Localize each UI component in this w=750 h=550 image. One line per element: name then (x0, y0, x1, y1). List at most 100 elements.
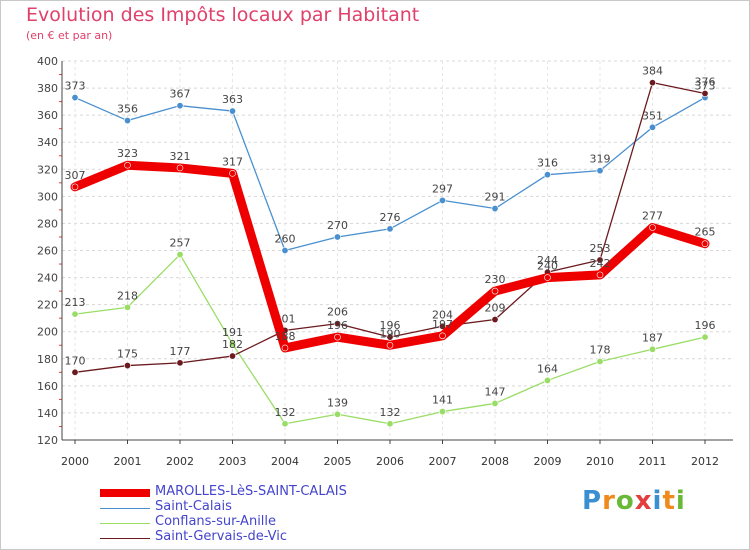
legend-swatch-saint-gervais (100, 538, 150, 539)
data-label-conflans-sur-anille-2011: 187 (642, 331, 663, 344)
point-saint-calais-2010 (596, 167, 604, 175)
data-label-marolles-l-s-saint-calais-2001: 323 (117, 147, 138, 160)
point-marolles-l-s-saint-calais-2000 (71, 183, 79, 191)
point-saint-gervais-de-vic-2006 (386, 333, 394, 341)
x-tick-label-2004: 2004 (271, 455, 299, 468)
x-tick-label-2002: 2002 (166, 455, 194, 468)
point-conflans-sur-anille-2003 (229, 340, 237, 348)
data-label-saint-gervais-de-vic-2007: 204 (432, 308, 453, 321)
data-label-saint-calais-2009: 316 (537, 157, 558, 170)
point-saint-gervais-de-vic-2008 (491, 316, 499, 324)
point-marolles-l-s-saint-calais-2012 (701, 240, 709, 248)
data-label-marolles-l-s-saint-calais-2008: 230 (485, 273, 506, 286)
data-label-saint-gervais-de-vic-2009: 244 (537, 254, 558, 267)
point-saint-gervais-de-vic-2005 (333, 320, 341, 328)
x-tick-label-2009: 2009 (534, 455, 562, 468)
data-label-marolles-l-s-saint-calais-2006: 190 (380, 327, 401, 340)
data-label-saint-calais-2002: 367 (170, 88, 191, 101)
logo-letter: o (615, 486, 635, 516)
x-tick-label-2001: 2001 (114, 455, 142, 468)
logo-letter: i (652, 486, 663, 516)
y-tick-label-340: 340 (37, 136, 58, 149)
y-tick-label-220: 220 (37, 299, 58, 312)
point-saint-calais-2007 (438, 196, 446, 204)
x-tick-label-2012: 2012 (691, 455, 719, 468)
data-label-saint-gervais-de-vic-2005: 206 (327, 306, 348, 319)
point-conflans-sur-anille-2002 (176, 251, 184, 259)
point-saint-calais-2004 (281, 247, 289, 255)
data-label-conflans-sur-anille-2002: 257 (170, 237, 191, 250)
logo-letter: x (634, 486, 653, 516)
data-label-conflans-sur-anille-2010: 178 (590, 343, 611, 356)
point-saint-gervais-de-vic-2011 (648, 79, 656, 87)
y-tick-label-160: 160 (37, 380, 58, 393)
point-saint-calais-2001 (124, 117, 132, 125)
point-saint-gervais-de-vic-2001 (124, 362, 132, 370)
chart-title: Evolution des Impôts locaux par Habitant (26, 4, 420, 26)
x-tick-label-2000: 2000 (61, 455, 89, 468)
data-label-marolles-l-s-saint-calais-2011: 277 (642, 209, 663, 222)
data-label-saint-gervais-de-vic-2002: 177 (170, 345, 191, 358)
chart-subtitle: (en € et par an) (26, 29, 113, 42)
logo-letter: i (675, 486, 686, 516)
data-label-saint-gervais-de-vic-2011: 384 (642, 65, 663, 78)
data-label-saint-gervais-de-vic-2001: 175 (117, 348, 138, 361)
legend-item-conflans: Conflans-sur-Anille (100, 514, 430, 531)
point-marolles-l-s-saint-calais-2004 (281, 344, 289, 352)
legend-label-marolles: MAROLLES-LèS-SAINT-CALAIS (155, 484, 347, 499)
data-label-marolles-l-s-saint-calais-2010: 242 (590, 257, 611, 270)
proxiti-logo: Proxiti (582, 486, 686, 516)
data-label-conflans-sur-anille-2001: 218 (117, 289, 138, 302)
x-tick-label-2007: 2007 (429, 455, 457, 468)
x-tick-label-2011: 2011 (639, 455, 667, 468)
y-tick-label-180: 180 (37, 353, 58, 366)
y-tick-label-140: 140 (37, 407, 58, 420)
y-tick-label-300: 300 (37, 190, 58, 203)
data-label-marolles-l-s-saint-calais-2002: 321 (170, 150, 191, 163)
data-label-saint-calais-2003: 363 (222, 93, 243, 106)
x-tick-label-2006: 2006 (376, 455, 404, 468)
point-saint-calais-2009 (543, 171, 551, 179)
point-saint-gervais-de-vic-2012 (701, 89, 709, 97)
y-tick-label-120: 120 (37, 434, 58, 447)
data-label-saint-gervais-de-vic-2000: 170 (65, 354, 86, 367)
point-saint-calais-2011 (648, 123, 656, 131)
data-label-saint-calais-2007: 297 (432, 182, 453, 195)
legend-label-saint-gervais: Saint-Gervais-de-Vic (155, 529, 288, 544)
data-label-saint-calais-2000: 373 (65, 80, 86, 93)
data-label-marolles-l-s-saint-calais-2005: 196 (327, 319, 348, 332)
point-marolles-l-s-saint-calais-2010 (596, 271, 604, 279)
data-label-conflans-sur-anille-2012: 196 (695, 319, 716, 332)
y-tick-label-380: 380 (37, 82, 58, 95)
x-tick-label-2003: 2003 (219, 455, 247, 468)
logo-letter: P (582, 486, 603, 516)
legend-swatch-saint-calais (100, 508, 150, 509)
point-saint-gervais-de-vic-2007 (438, 322, 446, 330)
data-label-marolles-l-s-saint-calais-2000: 307 (65, 169, 86, 182)
point-marolles-l-s-saint-calais-2006 (386, 341, 394, 349)
point-saint-calais-2005 (333, 233, 341, 241)
point-conflans-sur-anille-2006 (386, 420, 394, 428)
point-marolles-l-s-saint-calais-2002 (176, 164, 184, 172)
point-conflans-sur-anille-2004 (281, 420, 289, 428)
data-label-saint-calais-2001: 356 (117, 103, 138, 116)
data-label-conflans-sur-anille-2009: 164 (537, 362, 558, 375)
point-marolles-l-s-saint-calais-2008 (491, 287, 499, 295)
logo-letter: t (662, 486, 676, 516)
point-conflans-sur-anille-2011 (648, 345, 656, 353)
y-tick-label-320: 320 (37, 163, 58, 176)
data-label-saint-calais-2010: 319 (590, 153, 611, 166)
point-marolles-l-s-saint-calais-2007 (439, 332, 446, 340)
y-tick-label-200: 200 (37, 326, 58, 339)
point-saint-calais-2006 (386, 225, 394, 233)
data-label-conflans-sur-anille-2008: 147 (485, 385, 506, 398)
y-tick-label-240: 240 (37, 272, 58, 285)
point-saint-gervais-de-vic-2003 (229, 352, 237, 360)
data-label-saint-gervais-de-vic-2006: 196 (380, 319, 401, 332)
point-conflans-sur-anille-2005 (333, 410, 341, 418)
legend-item-saint-calais: Saint-Calais (100, 499, 430, 516)
point-saint-calais-2002 (176, 102, 184, 110)
y-tick-label-260: 260 (37, 245, 58, 258)
data-label-saint-gervais-de-vic-2010: 253 (590, 242, 611, 255)
